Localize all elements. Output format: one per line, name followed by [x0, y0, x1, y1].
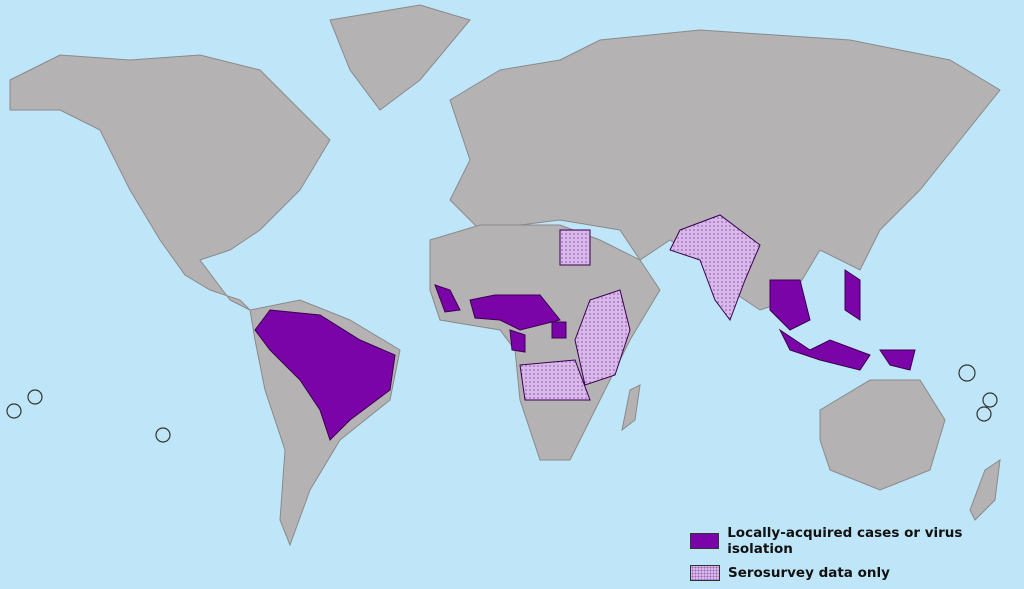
region-indochina — [769, 279, 811, 331]
legend-label: Serosurvey data only — [728, 565, 890, 581]
region-nigeria-area — [469, 294, 561, 331]
island-marker — [982, 392, 998, 408]
region-india — [669, 214, 761, 322]
region-brazil-north-sa — [254, 309, 396, 441]
island-marker — [155, 427, 171, 443]
north-america — [9, 54, 331, 311]
legend-label: Locally-acquired cases or virus isolatio… — [727, 525, 963, 557]
island-marker — [958, 364, 976, 382]
new-zealand — [969, 458, 1001, 521]
island-marker — [27, 389, 43, 405]
region-png — [879, 349, 916, 371]
island-marker — [6, 403, 22, 419]
region-philippines — [844, 269, 861, 321]
region-uganda — [551, 321, 567, 339]
legend-swatch-serosurvey — [690, 565, 720, 581]
australia — [819, 379, 946, 491]
island-marker — [976, 406, 992, 422]
region-west-africa — [434, 284, 461, 313]
region-egypt — [559, 229, 591, 266]
legend-swatch-local — [690, 533, 720, 549]
region-east-africa — [574, 289, 631, 386]
madagascar — [621, 384, 641, 432]
region-indonesia — [778, 328, 871, 371]
eurasia — [449, 29, 1001, 311]
legend-item-serosurvey: Serosurvey data only — [690, 565, 1024, 581]
greenland — [329, 4, 471, 111]
region-southern-central-africa — [519, 359, 591, 401]
legend-item-local: Locally-acquired cases or virus isolatio… — [690, 525, 1024, 557]
region-gabon — [509, 329, 526, 353]
map-legend: Locally-acquired cases or virus isolatio… — [690, 525, 1024, 589]
